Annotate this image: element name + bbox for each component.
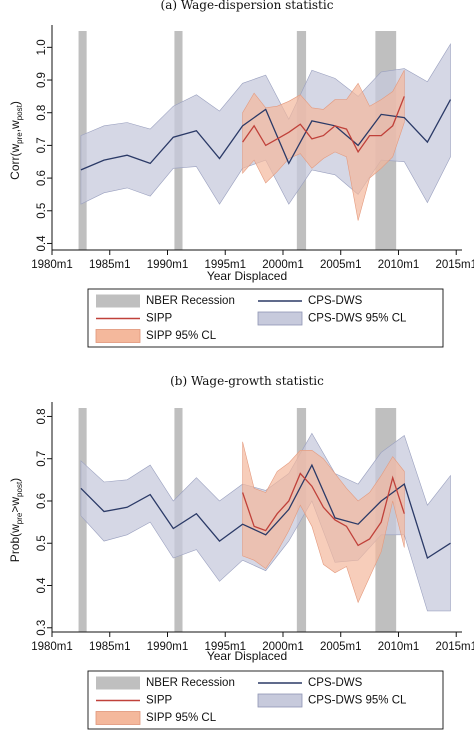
x-tick-label: 1995m1 (204, 641, 246, 653)
x-axis-label: Year Displaced (207, 269, 287, 283)
x-tick-label: 2005m1 (320, 641, 362, 653)
x-tick-label: 2000m1 (262, 259, 304, 271)
cps-dws-line (80, 99, 452, 171)
x-tick-label: 2015m1 (435, 641, 474, 653)
y-axis-label-subscript: pre (15, 512, 24, 524)
x-tick-label: 2010m1 (378, 259, 420, 271)
x-axis-label: Year Displaced (207, 649, 287, 663)
legend-label: NBER Recession (146, 677, 235, 689)
legend-label: CPS-DWS (308, 677, 363, 689)
y-axis-label-part: >w (8, 497, 22, 513)
x-tick-label: 1990m1 (147, 641, 189, 653)
legend-label: CPS-DWS 95% CL (308, 695, 407, 707)
y-axis-label-part: Prob(w (8, 524, 22, 562)
cps-dws-line (80, 463, 451, 560)
legend-swatch-cps-dws-ci (257, 693, 303, 708)
x-tick-label: 1995m1 (204, 259, 246, 271)
y-tick-label: 0.4 (36, 235, 48, 252)
y-axis-label-part: ) (8, 101, 22, 105)
y-tick-label: 0.7 (36, 451, 48, 467)
legend-label: CPS-DWS 95% CL (308, 313, 407, 325)
y-tick-label: 0.9 (36, 72, 48, 88)
legend: NBER Recession CPS-DWS SIPP CPS-DWS 95% CL S… (87, 288, 444, 348)
x-tick-label: 2000m1 (262, 641, 304, 653)
x-tick-label: 2015m1 (435, 259, 474, 271)
y-tick-label: 0.7 (36, 137, 48, 153)
legend-label: SIPP 95% CL (146, 712, 217, 724)
y-axis-label-subscript: post (15, 104, 24, 120)
y-axis-label-part: Corr(w (8, 144, 22, 180)
legend: NBER Recession CPS-DWS SIPP CPS-DWS 95% CL S… (87, 670, 444, 730)
y-axis-label: Prob(wpre>wpost) (8, 478, 24, 562)
y-axis-label-subscript: post (15, 481, 24, 497)
legend-label: SIPP 95% CL (146, 330, 217, 342)
y-tick-label: 1.0 (36, 39, 48, 55)
y-tick-label: 0.6 (36, 170, 48, 186)
x-tick-label: 1985m1 (89, 259, 131, 271)
sipp-line (241, 472, 405, 547)
y-axis-label-part: ) (8, 478, 22, 482)
sipp-ci-band (242, 70, 405, 221)
legend-swatch-sipp-ci (95, 711, 141, 725)
recession-bar-0 (78, 408, 87, 632)
y-tick-label: 0.5 (36, 203, 48, 219)
x-tick-label: 1980m1 (31, 259, 73, 271)
legend-label: NBER Recession (146, 295, 235, 307)
legend-swatch-sipp-ci (95, 329, 141, 343)
chart-title: (a) Wage-dispersion statistic (161, 0, 334, 12)
x-tick-label: 2005m1 (320, 259, 362, 271)
y-tick-label: 0.4 (36, 577, 48, 594)
legend-swatch-nber (96, 676, 140, 690)
x-tick-label: 1985m1 (89, 641, 131, 653)
legend-label: SIPP (146, 313, 173, 325)
chart-panel-a: (a) Wage-dispersion statistic 0.4 0.5 0.6 0.… (8, 0, 474, 348)
y-tick-label: 0.8 (36, 408, 48, 424)
y-tick-label: 0.3 (36, 620, 48, 636)
sipp-ci-band (242, 441, 405, 604)
recession-bar-2 (296, 408, 307, 632)
legend-swatch-nber (96, 294, 140, 308)
chart-title: (b) Wage-growth statistic (170, 374, 324, 388)
legend-label: SIPP (146, 695, 173, 707)
chart-panel-b: (b) Wage-growth statistic 0.3 0.4 0.5 0.6 0.7… (8, 374, 474, 730)
legend-swatch-cps-dws-ci (257, 311, 303, 326)
legend-label: CPS-DWS (308, 295, 363, 307)
y-axis-label-subscript: pre (15, 132, 24, 144)
y-tick-label: 0.6 (36, 493, 48, 509)
y-tick-label: 0.8 (36, 105, 48, 121)
x-tick-label: 1980m1 (31, 641, 73, 653)
y-tick-label: 0.5 (36, 535, 48, 551)
y-axis-label-part: ,w (8, 120, 22, 132)
sipp-line (242, 96, 405, 154)
y-axis-label: Corr(wpre,wpost) (8, 101, 24, 180)
x-tick-label: 1990m1 (147, 259, 189, 271)
x-tick-label: 2010m1 (378, 641, 420, 653)
